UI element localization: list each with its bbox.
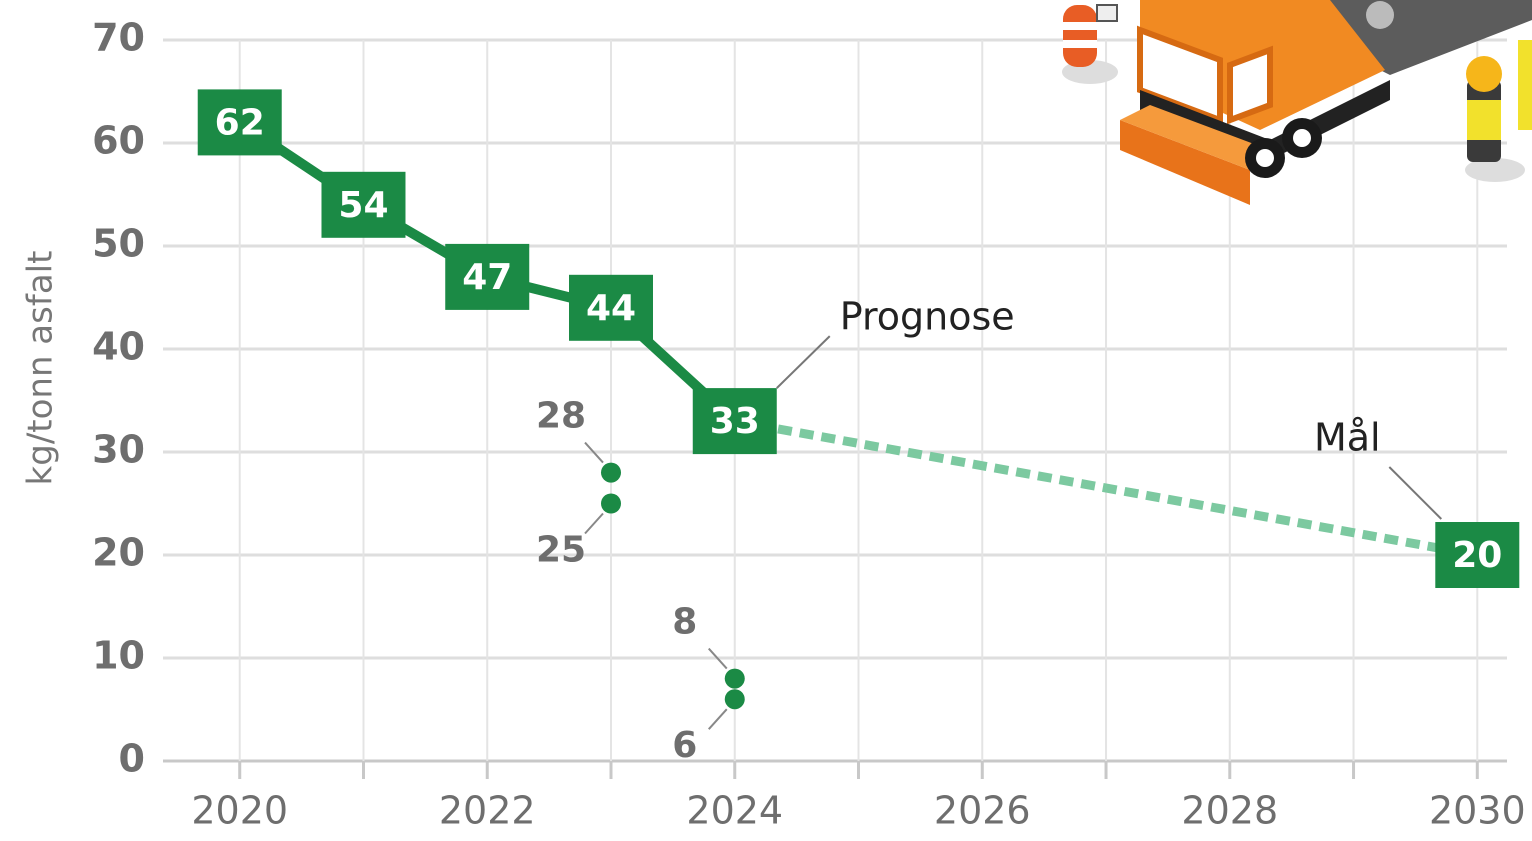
y-tick-label: 30 — [92, 428, 145, 472]
data-point — [601, 494, 621, 514]
x-tick-label: 2022 — [439, 789, 536, 833]
data-point — [725, 689, 745, 709]
y-tick-label: 0 — [119, 737, 145, 781]
value-label: 20 — [1452, 535, 1502, 576]
annotation: Prognose — [840, 295, 1015, 339]
x-tick-label: 2024 — [686, 789, 783, 833]
x-tick-label: 2030 — [1429, 789, 1526, 833]
chart: kg/tonn asfalt 0102030405060702020202220… — [0, 0, 1532, 841]
point-label: 6 — [672, 725, 697, 766]
value-label: 33 — [710, 401, 760, 442]
value-label: 54 — [338, 185, 388, 226]
point-label: 28 — [536, 396, 586, 437]
annotation: Mål — [1314, 416, 1381, 460]
y-tick-label: 50 — [92, 222, 145, 266]
value-label: 44 — [586, 288, 636, 329]
x-tick-label: 2028 — [1181, 789, 1278, 833]
page: {"chart_data": { "type": "line", "y_labe… — [0, 0, 1532, 841]
x-tick-label: 2026 — [934, 789, 1031, 833]
y-tick-label: 70 — [92, 16, 145, 60]
point-label: 25 — [536, 530, 586, 571]
leader-line — [1389, 467, 1441, 519]
point-label: 8 — [672, 602, 697, 643]
y-tick-label: 20 — [92, 531, 145, 575]
data-point — [725, 669, 745, 689]
value-label: 47 — [462, 257, 512, 298]
value-label: 62 — [215, 102, 265, 143]
y-tick-label: 60 — [92, 119, 145, 163]
y-tick-label: 10 — [92, 634, 145, 678]
y-axis-title: kg/tonn asfalt — [21, 251, 61, 486]
leader-line — [709, 709, 727, 729]
illustration — [1062, 0, 1532, 205]
x-tick-label: 2020 — [191, 789, 288, 833]
y-tick-label: 40 — [92, 325, 145, 369]
data-point — [601, 463, 621, 483]
leader-line — [585, 514, 603, 534]
leader-line — [777, 336, 830, 388]
